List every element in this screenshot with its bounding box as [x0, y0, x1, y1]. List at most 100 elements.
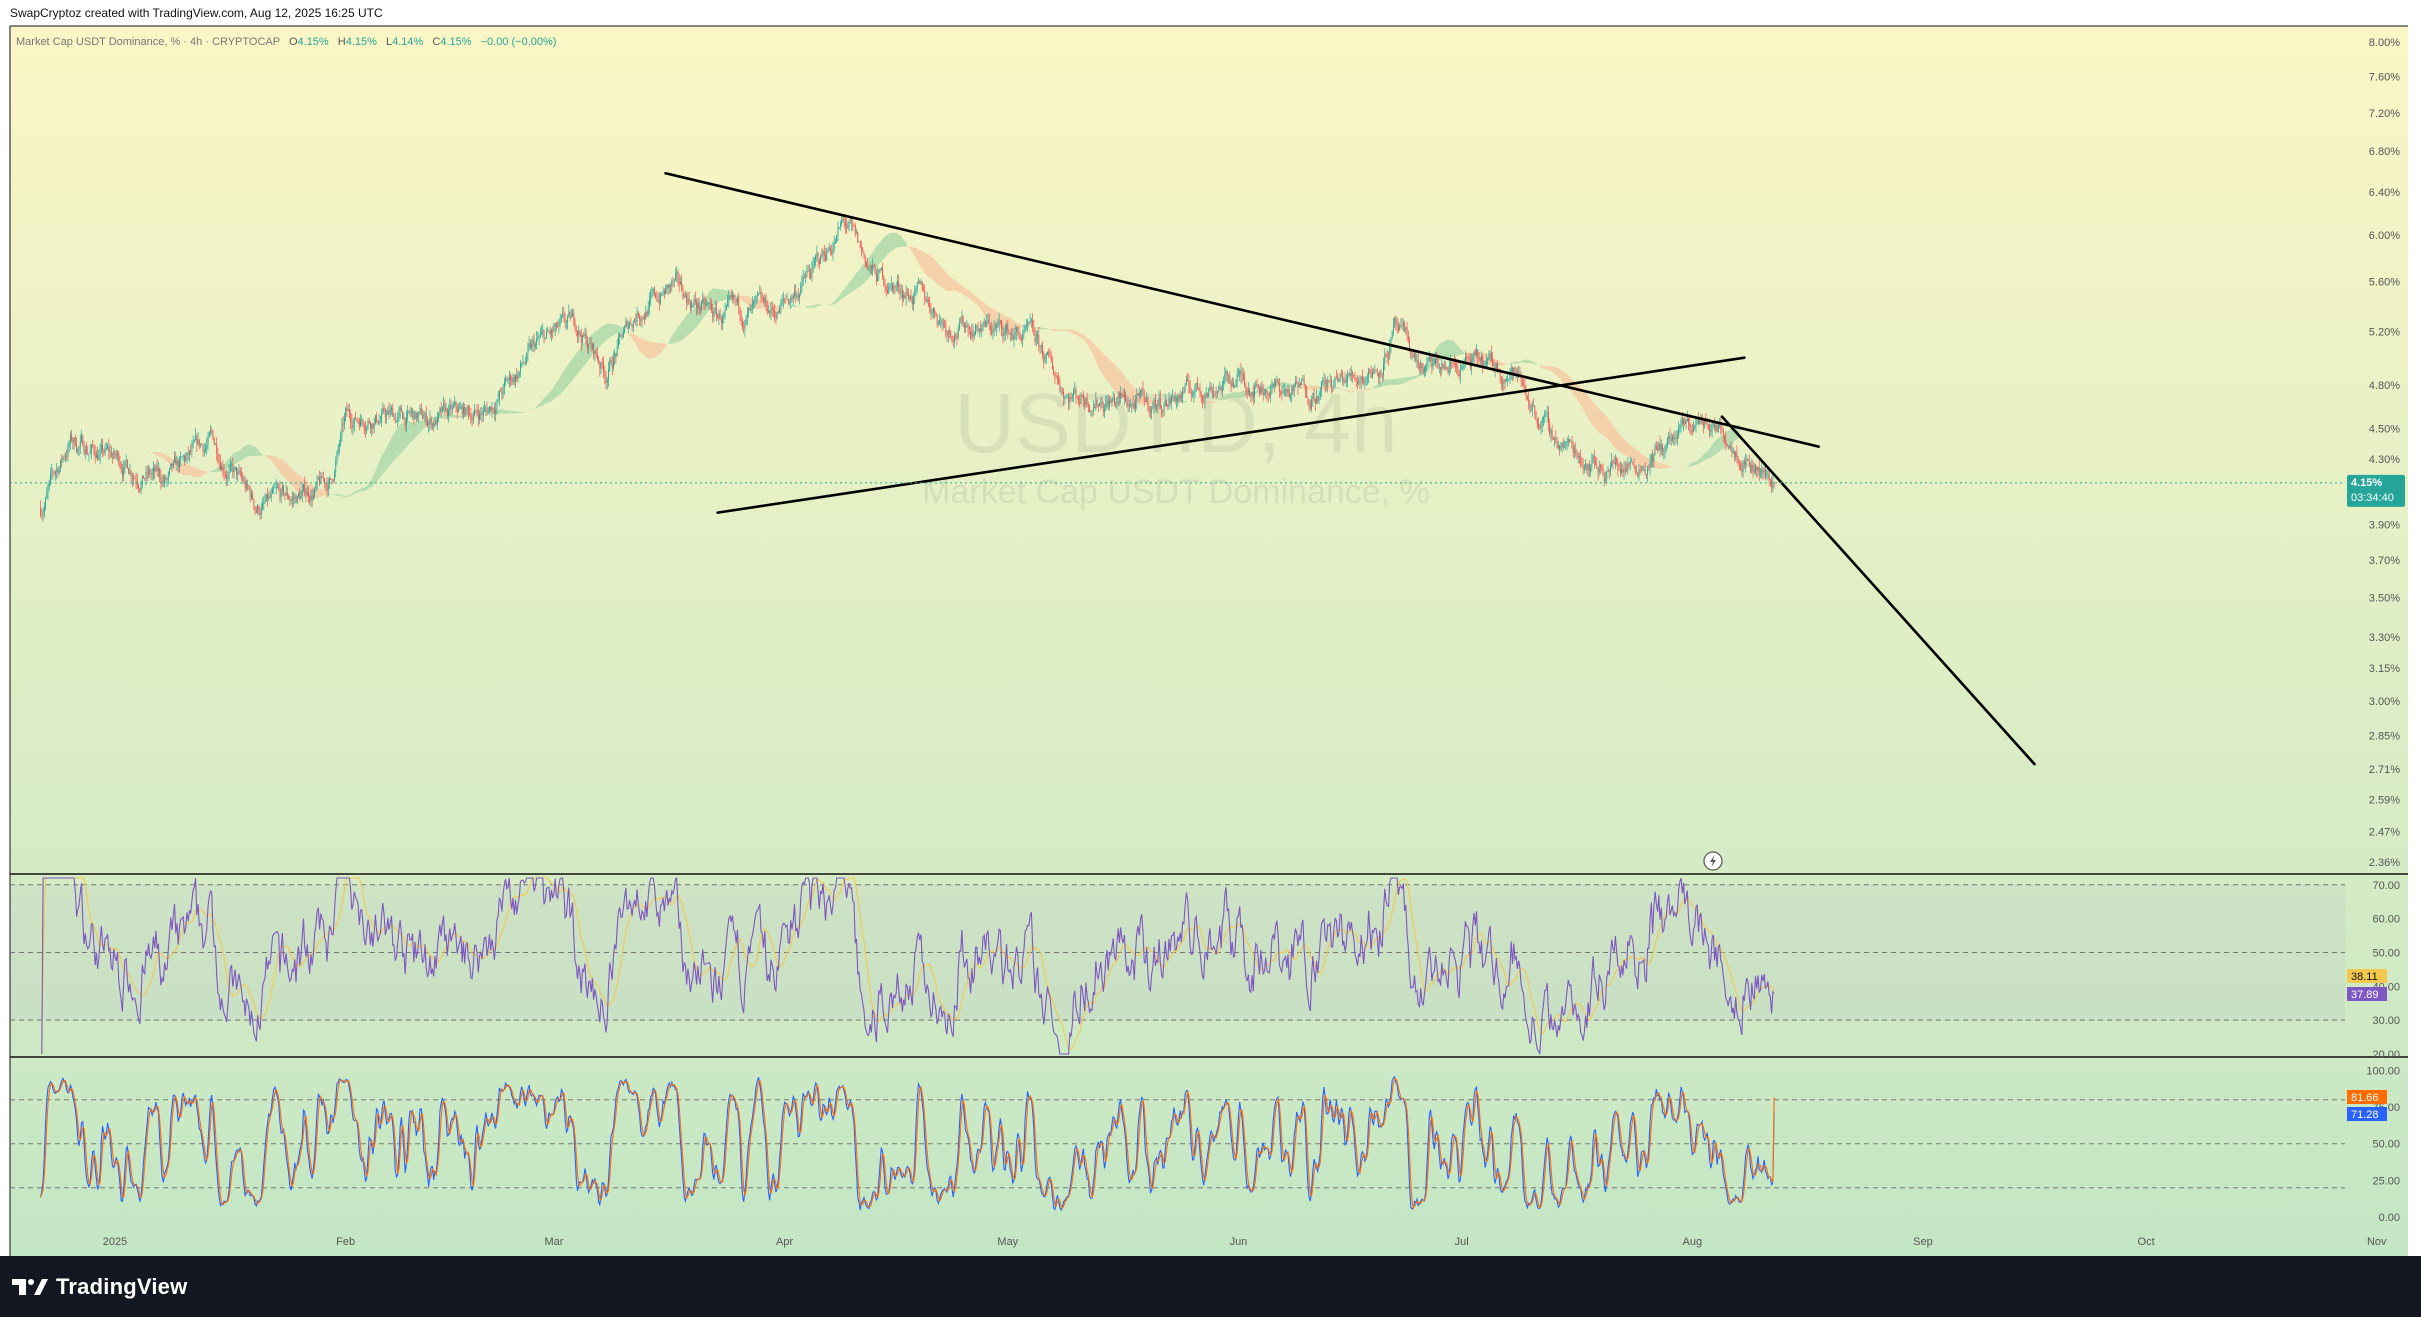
candle-body: [118, 452, 120, 462]
candle-body: [584, 333, 586, 336]
time-tick-label: Jun: [1230, 1236, 1248, 1248]
candle-body: [76, 445, 78, 452]
candle-body: [391, 408, 392, 411]
candle-body: [1410, 350, 1412, 358]
candle-body: [61, 459, 63, 461]
candle-body: [1587, 464, 1589, 470]
candle-body: [1017, 328, 1019, 331]
candle-body: [910, 295, 912, 300]
candle-body: [796, 295, 798, 297]
candle-body: [1060, 391, 1062, 393]
candle-body: [222, 466, 224, 472]
candle-body: [1302, 378, 1304, 381]
candle-body: [657, 299, 659, 301]
candle-body: [1401, 325, 1403, 327]
candle-body: [342, 423, 344, 425]
candle-body: [1361, 376, 1363, 380]
candle-body: [1344, 380, 1346, 384]
candle-body: [1037, 335, 1039, 338]
candle-body: [422, 414, 423, 419]
candle-body: [810, 272, 812, 278]
candle-body: [924, 290, 926, 298]
candle-body: [1521, 381, 1523, 384]
candle-body: [1474, 351, 1476, 355]
candle-body: [444, 403, 446, 412]
candle-body: [1089, 406, 1091, 412]
candle-body: [378, 422, 380, 424]
candle-body: [925, 297, 927, 302]
candle-body: [795, 290, 797, 297]
candle-body: [1297, 383, 1299, 387]
candle-body: [621, 337, 623, 338]
candle-body: [1084, 399, 1086, 406]
candle-body: [841, 220, 843, 224]
candle-body: [723, 314, 725, 318]
candle-body: [764, 297, 766, 303]
candle-body: [1359, 380, 1361, 382]
candle-body: [1319, 389, 1321, 397]
candle-body: [1020, 339, 1022, 341]
trendlines[interactable]: [664, 171, 2036, 766]
candle-body: [1402, 323, 1404, 327]
candle-body: [377, 420, 379, 424]
candle-body: [1101, 401, 1103, 407]
candle-body: [351, 421, 353, 428]
candle-body: [1502, 382, 1504, 384]
candle-body: [1281, 392, 1283, 394]
candle-body: [1182, 391, 1184, 398]
candle-body: [1540, 424, 1542, 428]
lightning-icon[interactable]: [1703, 851, 1723, 871]
candle-body: [305, 492, 307, 496]
candle-body: [913, 295, 915, 304]
candle-body: [921, 281, 923, 290]
candle-body: [1144, 401, 1146, 403]
candle-body: [335, 462, 337, 472]
candle-body: [131, 476, 133, 480]
candle-body: [164, 477, 166, 483]
candle-body: [1499, 371, 1501, 378]
candle-body: [409, 410, 411, 413]
cloud-segment: [1342, 388, 1372, 393]
candle-body: [1092, 407, 1094, 412]
candle-body: [899, 287, 901, 294]
candle-body: [715, 307, 717, 317]
candle-body: [1183, 391, 1185, 392]
candle-body: [885, 286, 887, 290]
candle-body: [1380, 370, 1382, 374]
candle-body: [1370, 372, 1372, 379]
candle-body: [749, 307, 751, 311]
chart-canvas[interactable]: USDT.D, 4h Market Cap USDT Dominance, % …: [0, 0, 2421, 1256]
candle-body: [1109, 401, 1110, 407]
tradingview-logo[interactable]: TradingView: [12, 1274, 187, 1300]
time-tick-label: Apr: [776, 1236, 793, 1248]
candle-body: [1632, 461, 1634, 463]
candle-body: [1487, 358, 1489, 362]
candle-body: [1249, 389, 1251, 396]
candle-body: [1334, 376, 1336, 381]
candle-body: [205, 448, 206, 451]
candle-body: [1313, 393, 1315, 399]
candle-body: [141, 475, 143, 486]
candle-body: [130, 471, 132, 477]
candle-body: [1497, 363, 1499, 370]
candle-body: [1353, 375, 1355, 377]
candle-body: [125, 460, 127, 461]
candle-body: [1094, 407, 1096, 409]
candle-body: [898, 281, 900, 288]
candle-body: [1549, 423, 1551, 434]
candle-body: [1039, 345, 1041, 347]
candle-body: [1581, 464, 1583, 466]
candle-body: [1063, 391, 1065, 399]
candle-body: [1141, 388, 1143, 391]
candle-body: [1458, 373, 1460, 377]
candle-body: [1233, 382, 1234, 388]
candle-body: [662, 291, 664, 295]
candle-body: [774, 311, 776, 318]
candle-body: [64, 456, 66, 458]
candle-body: [575, 328, 577, 331]
candle-body: [823, 251, 825, 256]
candle-body: [263, 501, 265, 504]
candle-body: [1578, 455, 1580, 458]
price-tick-label: 6.80%: [2369, 146, 2400, 158]
candle-body: [613, 358, 614, 369]
